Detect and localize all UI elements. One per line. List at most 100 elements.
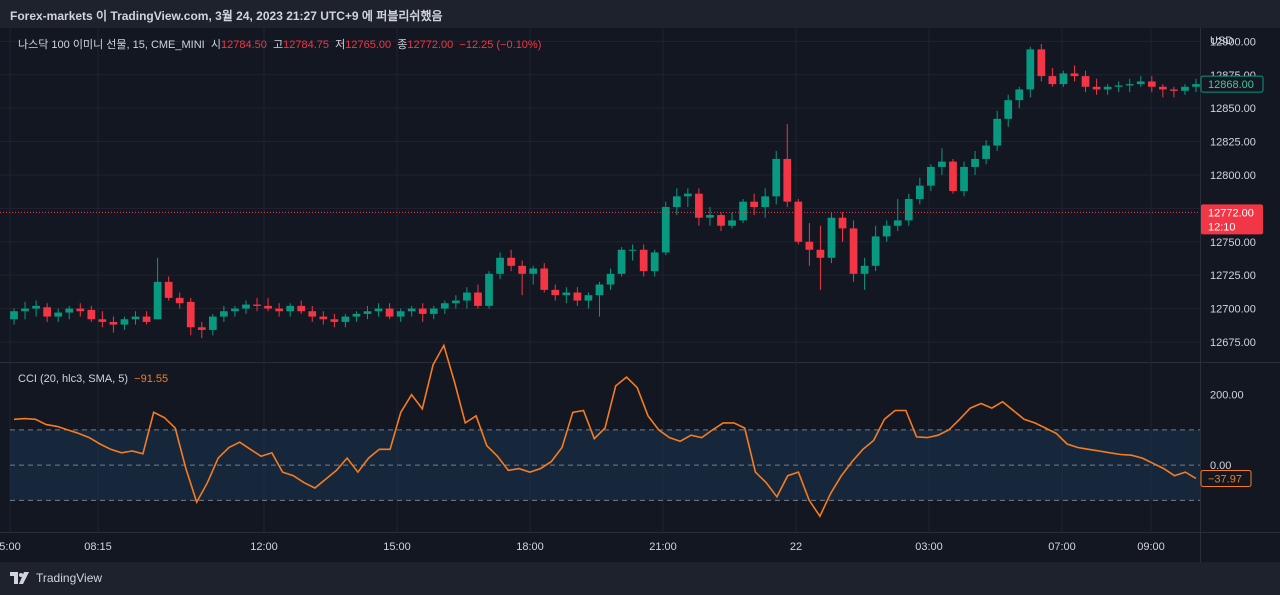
candle-body <box>639 249 648 272</box>
candle-body <box>794 201 803 242</box>
cci-last-tag <box>1200 469 1252 487</box>
candle-body <box>43 307 52 317</box>
countdown-label: 12:10 <box>1208 221 1236 233</box>
open-label: 시 <box>210 39 221 51</box>
page-title: Forex-markets 이 TradingView.com, 3월 24, … <box>10 9 443 23</box>
candle-body <box>706 215 714 218</box>
time-tick-label: 5:00 <box>0 541 21 553</box>
candle-body <box>418 308 427 314</box>
cci-name: CCI (20, hlc3, SMA, 5) <box>18 373 129 385</box>
candle-body <box>1092 86 1101 90</box>
currency-label: USD <box>1210 35 1233 47</box>
candle-body <box>131 316 140 320</box>
low-label: 저 <box>335 39 346 51</box>
candle-body <box>341 316 350 322</box>
candle-body <box>1103 86 1112 90</box>
candle-body <box>463 292 471 301</box>
candle-body <box>220 311 228 317</box>
candle-body <box>253 304 261 306</box>
time-tick-label: 03:00 <box>915 541 943 553</box>
candle-body <box>617 249 626 274</box>
ma-value-label: 12868.00 <box>1208 79 1254 91</box>
cci-last-label: −37.97 <box>1208 473 1242 485</box>
price-tick-label: 12750.00 <box>1210 237 1256 249</box>
candle-body <box>1004 100 1013 119</box>
candle-body <box>452 300 460 304</box>
candle-body <box>584 295 593 301</box>
candle-body <box>76 308 85 312</box>
candle-body <box>661 207 670 253</box>
chart-canvas[interactable]: USD12675.0012700.0012725.0012750.0012775… <box>0 28 1280 562</box>
candle-body <box>551 289 560 296</box>
header-bar: Forex-markets 이 TradingView.com, 3월 24, … <box>0 0 1280 28</box>
candle-body <box>573 292 582 301</box>
candle-body <box>264 305 272 309</box>
last-price-tag <box>1201 204 1263 235</box>
candle-body <box>297 305 306 312</box>
candle-body <box>32 305 40 309</box>
cci-tick-label: 200.00 <box>1210 390 1244 402</box>
candle-body <box>1147 81 1156 87</box>
candle-body <box>783 158 792 202</box>
candle-body <box>1059 73 1068 85</box>
candle-body <box>1015 89 1024 101</box>
candle-body <box>1136 81 1145 85</box>
candle-body <box>672 196 681 208</box>
candle-body <box>838 217 847 229</box>
footer-brand: TradingView <box>36 571 103 585</box>
candle-body <box>606 273 615 285</box>
candle-body <box>186 301 195 328</box>
candle-body <box>860 265 869 274</box>
cci-tick-label: 0.00 <box>1210 460 1231 472</box>
cci-value: −91.55 <box>134 373 169 385</box>
candle-body <box>231 308 239 312</box>
candle-body <box>1081 76 1090 87</box>
candle-body <box>949 161 957 191</box>
candle-body <box>1070 73 1079 77</box>
candle-body <box>120 319 129 325</box>
candle-body <box>429 308 438 314</box>
candle-body <box>286 305 295 312</box>
candle-body <box>739 201 747 221</box>
candle-body <box>1158 86 1167 90</box>
time-tick-label: 08:15 <box>84 541 112 553</box>
time-tick-label: 15:00 <box>383 541 411 553</box>
candle-body <box>440 303 449 309</box>
candle-body <box>21 308 29 312</box>
time-tick-label: 22 <box>790 541 802 553</box>
low-value: 12765.00 <box>345 39 392 51</box>
candle-body <box>882 225 891 237</box>
candle-body <box>628 249 637 251</box>
candle-body <box>275 308 283 312</box>
candle-body <box>529 268 538 274</box>
candle-body <box>827 217 836 258</box>
candle-body <box>242 304 250 309</box>
ma-value-tag <box>1200 75 1264 93</box>
candle-body <box>352 313 361 317</box>
candle-body <box>728 220 736 226</box>
candle-body <box>938 161 946 167</box>
candle-body <box>153 281 162 320</box>
candle-body <box>893 220 902 226</box>
candle-body <box>971 158 979 167</box>
candle-body <box>407 308 416 312</box>
tradingview-logo[interactable]: TradingView <box>10 571 102 585</box>
candle-body <box>87 309 96 320</box>
candle-body <box>54 312 63 317</box>
candle-body <box>98 319 107 322</box>
symbol-name: 나스닥 100 이미니 선물, 15, CME_MINI <box>18 39 205 51</box>
candle-body <box>308 311 317 317</box>
price-tick-label: 12800.00 <box>1210 170 1256 182</box>
candle-body <box>595 284 604 296</box>
candle-body <box>208 316 217 330</box>
candle-body <box>374 308 383 312</box>
price-tick-label: 12850.00 <box>1210 103 1256 115</box>
candle-body <box>695 193 703 218</box>
candle-body <box>507 257 515 266</box>
candle-body <box>816 249 825 258</box>
close-value: 12772.00 <box>407 39 454 51</box>
candle-body <box>1170 89 1178 91</box>
candle-body <box>65 308 74 313</box>
candle-body <box>805 241 814 250</box>
candle-body <box>363 311 372 314</box>
